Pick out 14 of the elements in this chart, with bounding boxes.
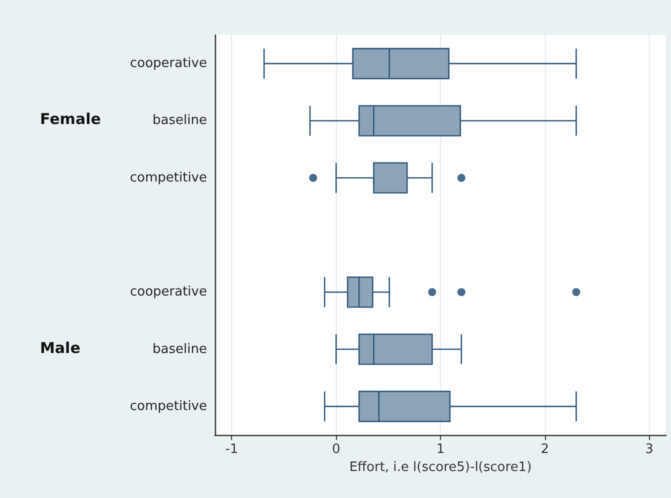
- y-tick-label: baseline: [152, 113, 207, 128]
- text: Male: [40, 338, 80, 357]
- x-tick-label: -1: [225, 442, 238, 457]
- x-tick-label: 3: [645, 442, 654, 457]
- y-tick-label: competitive: [130, 170, 207, 186]
- x-tick-label: 1: [436, 442, 445, 457]
- y-tick-label: cooperative: [130, 284, 207, 300]
- text: Female: [40, 110, 101, 128]
- y-tick-label: baseline: [152, 342, 207, 357]
- x-tick-label: 2: [540, 442, 550, 457]
- x-tick-label: 0: [332, 442, 340, 457]
- y-tick-label: cooperative: [130, 56, 207, 72]
- y-tick-label: competitive: [130, 398, 207, 414]
- x-axis-title: Effort, i.e l(score5)-l(score1): [349, 460, 532, 475]
